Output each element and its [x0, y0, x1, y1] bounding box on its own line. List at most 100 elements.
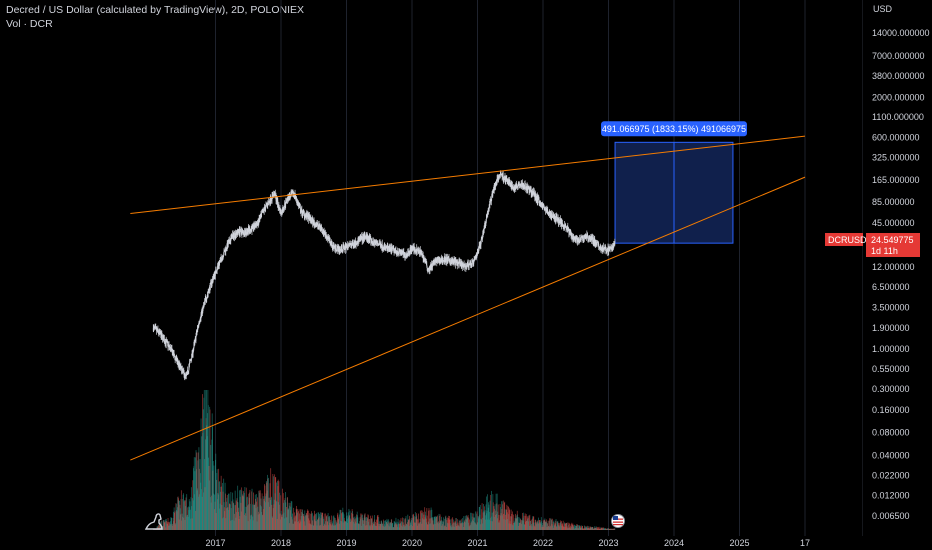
candle-body [352, 243, 354, 247]
candle-body [514, 187, 516, 188]
candle-body [227, 242, 229, 245]
measure-range-box[interactable]: 491.066975 (1833.15%) 491066975 [601, 121, 747, 244]
candle-body [436, 259, 438, 263]
candle-body [383, 246, 385, 250]
volume-bar [293, 512, 295, 530]
candle-body [526, 186, 527, 191]
candle-body [501, 174, 503, 177]
candle-body [510, 183, 512, 189]
volume-bar [566, 526, 568, 530]
volume-bar [247, 505, 249, 530]
candle-body [466, 265, 467, 266]
price-axis[interactable]: USD [863, 0, 932, 550]
candle-body [204, 300, 206, 302]
candle-body [157, 330, 159, 333]
candle-body [193, 344, 195, 349]
candle-body [503, 178, 505, 180]
candle-body [573, 237, 575, 238]
candle-body [429, 265, 431, 271]
candle-body [413, 246, 415, 251]
candle-body [408, 251, 409, 254]
trendlines[interactable] [130, 135, 806, 461]
candle-body [557, 217, 559, 221]
tradingview-dino-icon[interactable] [144, 513, 163, 530]
candle-body [408, 252, 410, 255]
candle-body [175, 357, 176, 360]
candle-body [377, 243, 379, 245]
candle-body [479, 244, 481, 246]
candle-body [475, 256, 477, 257]
candle-body [211, 281, 212, 285]
candle-body [474, 258, 476, 260]
candle-body [251, 228, 252, 232]
volume-bar [588, 527, 590, 530]
candle-body [468, 263, 470, 267]
volume-bar [562, 520, 564, 530]
candle-body [350, 243, 352, 245]
volume-bar [298, 513, 300, 530]
time-axis[interactable]: 2017 2018 2019 2020 2021 2022 2023 2024 2025 17 [0, 536, 932, 550]
candle-body [331, 241, 333, 246]
candle-body [422, 254, 424, 256]
candle-body [318, 223, 320, 227]
candle-body [285, 199, 287, 201]
candle-body [442, 259, 444, 261]
volume-bar [498, 514, 500, 530]
candle-body [239, 229, 241, 235]
volume-bar [524, 513, 526, 530]
candle-body [539, 203, 540, 205]
candle-body [263, 210, 265, 212]
candle-body [435, 261, 437, 262]
candle-body [494, 182, 496, 188]
candle-body [581, 236, 583, 238]
candle-body [157, 329, 158, 331]
candle-body [602, 246, 604, 249]
candle-body [569, 229, 570, 232]
candle-body [374, 241, 375, 243]
candle-body [511, 185, 513, 188]
candle-body [396, 250, 398, 254]
candle-body [443, 257, 445, 262]
volume-bar [309, 513, 311, 530]
candle-body [486, 215, 488, 218]
candle-body [276, 198, 278, 205]
volume-bar [402, 517, 403, 530]
candle-body [467, 262, 469, 265]
candle-body [423, 258, 425, 260]
candle-body [502, 173, 504, 177]
candle-body [296, 201, 298, 204]
candle-body [521, 183, 523, 186]
volume-bar [569, 525, 571, 530]
candle-body [580, 240, 582, 242]
candle-body [349, 244, 351, 246]
axis-currency: USD [873, 4, 893, 14]
candle-body [447, 257, 448, 262]
candle-body [348, 244, 349, 246]
candle-body [523, 185, 525, 189]
candle-body [433, 263, 434, 264]
candle-body [321, 228, 323, 232]
candle-body [178, 363, 180, 365]
candle-body [180, 366, 182, 367]
candle-body [288, 195, 290, 200]
candle-body [612, 246, 614, 248]
candle-body [211, 279, 213, 283]
candle-body [370, 238, 372, 243]
volume-bar [606, 528, 608, 530]
candle-body [230, 236, 232, 238]
candle-body [581, 237, 582, 238]
candle-body [354, 240, 356, 244]
candle-body [478, 249, 480, 251]
candle-body [540, 202, 541, 206]
us-flag-icon[interactable] [611, 514, 625, 528]
candle-body [312, 219, 313, 225]
candle-body [398, 252, 399, 254]
candle-body [380, 244, 381, 248]
candle-body [281, 210, 283, 215]
price-tick-label: 6.500000 [872, 282, 910, 292]
candle-body [610, 247, 612, 249]
candle-body [335, 250, 337, 251]
candle-body [197, 328, 198, 332]
candle-body [571, 233, 572, 236]
